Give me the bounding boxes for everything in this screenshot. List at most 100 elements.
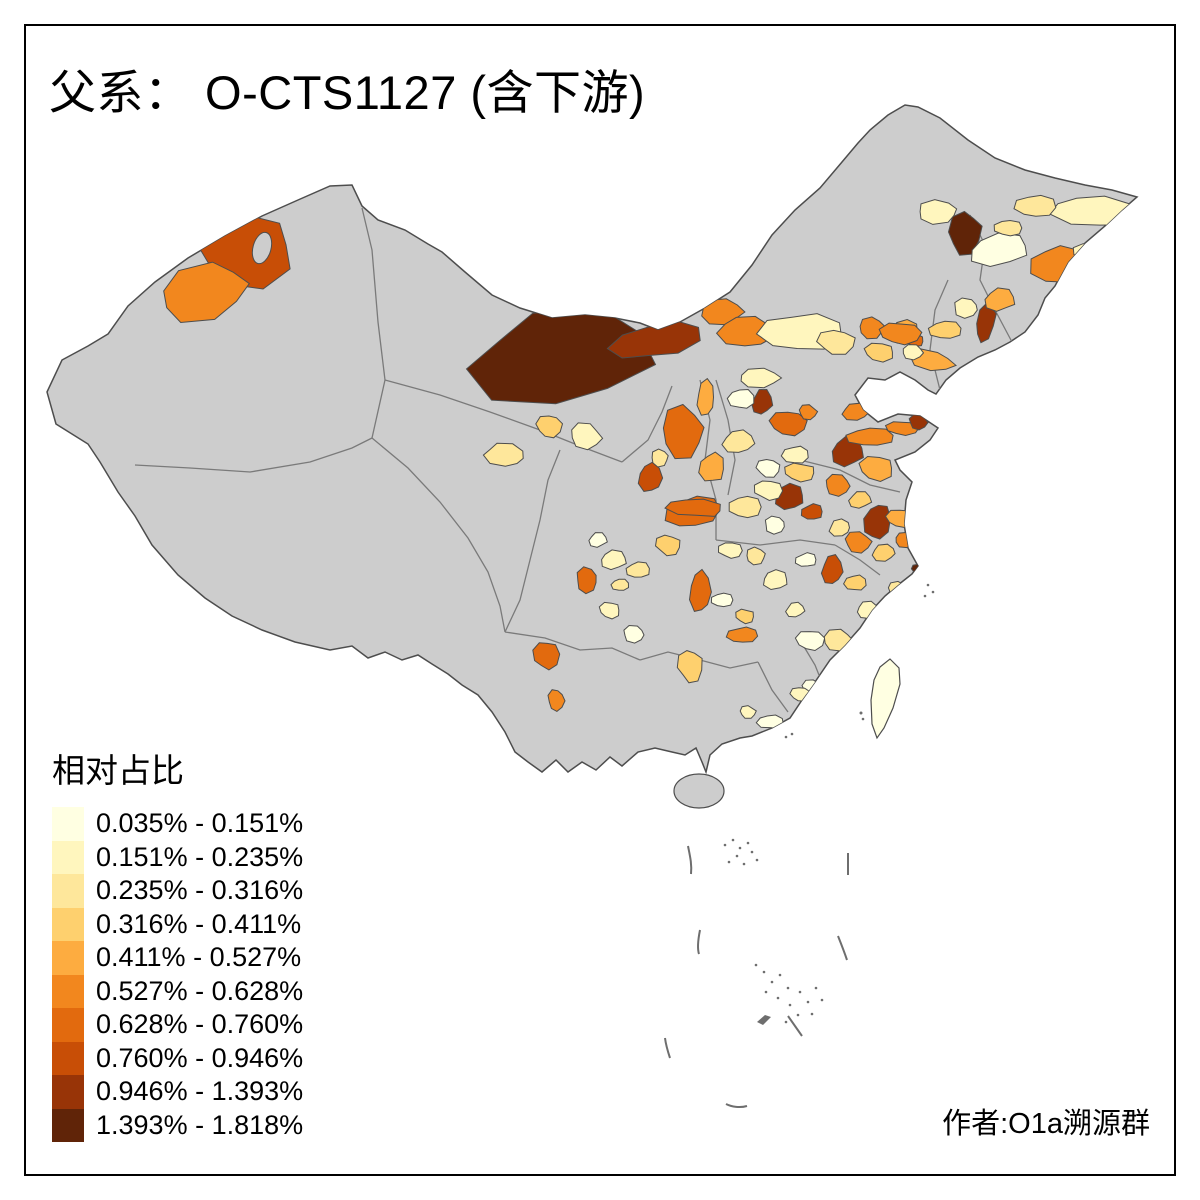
legend-row: 0.035% - 0.151%	[52, 807, 303, 841]
legend-label: 0.316% - 0.411%	[96, 908, 302, 939]
legend-swatch	[52, 974, 84, 1008]
legend-swatch	[52, 941, 84, 975]
legend-swatch	[52, 1008, 84, 1042]
legend-label: 0.760% - 0.946%	[96, 1042, 304, 1073]
legend-row: 0.411% - 0.527%	[52, 941, 303, 975]
legend-label: 0.946% - 1.393%	[96, 1076, 304, 1107]
region-patch	[845, 427, 894, 446]
region-patch	[710, 592, 734, 608]
region-patch	[1072, 243, 1109, 263]
region-patch	[848, 491, 873, 509]
legend-swatch	[52, 1041, 84, 1075]
region-patch	[721, 429, 756, 453]
region-patch	[715, 315, 775, 347]
legend-row: 0.946% - 1.393%	[52, 1075, 303, 1109]
region-patch	[676, 650, 703, 684]
legend-swatch	[52, 1075, 84, 1109]
region-patch	[601, 549, 627, 571]
legend-swatch	[52, 840, 84, 874]
region-patch	[784, 601, 806, 618]
region-patch	[895, 531, 916, 549]
region-patch	[163, 261, 251, 324]
legend-label: 0.628% - 0.760%	[96, 1009, 304, 1040]
region-patch	[739, 705, 757, 719]
region-patch	[863, 342, 893, 363]
lake-enclave	[251, 231, 273, 265]
region-patch	[844, 531, 873, 554]
region-patch	[662, 403, 705, 460]
region-patch	[878, 322, 923, 346]
region-patch	[651, 448, 669, 468]
region-patch	[532, 642, 561, 671]
region-patch	[794, 631, 826, 652]
region-patch	[764, 515, 785, 535]
legend-swatch	[52, 1108, 84, 1142]
legend-row: 0.527% - 0.628%	[52, 974, 304, 1008]
region-patch	[664, 498, 721, 517]
hainan-island	[673, 773, 725, 809]
region-patch	[784, 462, 815, 483]
region-patch	[547, 689, 566, 712]
legend-swatch	[52, 907, 84, 941]
region-patch	[815, 329, 856, 355]
region-patch	[623, 624, 645, 644]
legend-label: 0.035% - 0.151%	[96, 808, 304, 839]
region-patch	[610, 578, 630, 591]
region-patch	[482, 442, 524, 467]
region-patch	[753, 480, 784, 502]
region-patch	[717, 542, 743, 559]
map-title: 父系： O-CTS1127 (含下游)	[49, 66, 646, 119]
region-patch	[871, 543, 896, 562]
region-patch	[698, 451, 724, 482]
author-credit: 作者:O1a溯源群	[942, 1108, 1150, 1140]
region-patch	[726, 388, 755, 409]
legend-label: 1.393% - 1.818%	[96, 1109, 304, 1140]
region-patch	[794, 552, 817, 567]
region-patch	[728, 495, 762, 519]
legend-label: 0.151% - 0.235%	[96, 841, 304, 872]
region-patch	[820, 554, 844, 585]
nine-dash-line	[664, 845, 849, 1109]
region-patch	[755, 458, 781, 478]
legend-swatch	[52, 807, 84, 841]
region-patch	[535, 415, 564, 439]
region-patch	[908, 414, 929, 431]
region-patch	[954, 297, 978, 319]
region-patch	[858, 455, 893, 483]
region-patch	[859, 316, 886, 340]
legend-swatch	[52, 874, 84, 908]
choropleth-patches	[163, 194, 1137, 729]
region-patch	[606, 320, 701, 359]
legend-title: 相对占比	[52, 752, 184, 789]
region-patch	[902, 344, 925, 361]
region-patch	[828, 518, 851, 537]
region-patch	[746, 546, 766, 566]
taiwan-island	[870, 658, 901, 740]
region-patch	[571, 422, 604, 451]
region-patch	[984, 287, 1016, 312]
legend-row: 0.760% - 0.946%	[52, 1041, 304, 1075]
region-patch	[762, 569, 788, 591]
region-patch	[947, 210, 983, 256]
region-patch	[625, 561, 650, 578]
region-patch	[740, 367, 783, 389]
legend-row: 1.393% - 1.818%	[52, 1108, 304, 1142]
legend-rows: 0.035% - 0.151% 0.151% - 0.235% 0.235% - 0…	[52, 807, 303, 1142]
region-patch	[825, 473, 851, 497]
region-patch	[654, 534, 681, 557]
sea-islets	[723, 583, 935, 1025]
region-patch	[993, 219, 1023, 237]
region-patch	[696, 377, 715, 416]
legend: 相对占比 0.035% - 0.151% 0.151% - 0.235% 0.235…	[52, 744, 303, 1142]
region-patch	[588, 532, 608, 548]
region-patch	[576, 566, 597, 595]
region-patch	[725, 626, 759, 643]
region-patch	[735, 608, 754, 625]
legend-row: 0.316% - 0.411%	[52, 907, 303, 941]
region-patch	[887, 580, 909, 597]
legend-label: 0.235% - 0.316%	[96, 875, 304, 906]
region-patch	[465, 306, 657, 405]
legend-label: 0.527% - 0.628%	[96, 975, 304, 1006]
